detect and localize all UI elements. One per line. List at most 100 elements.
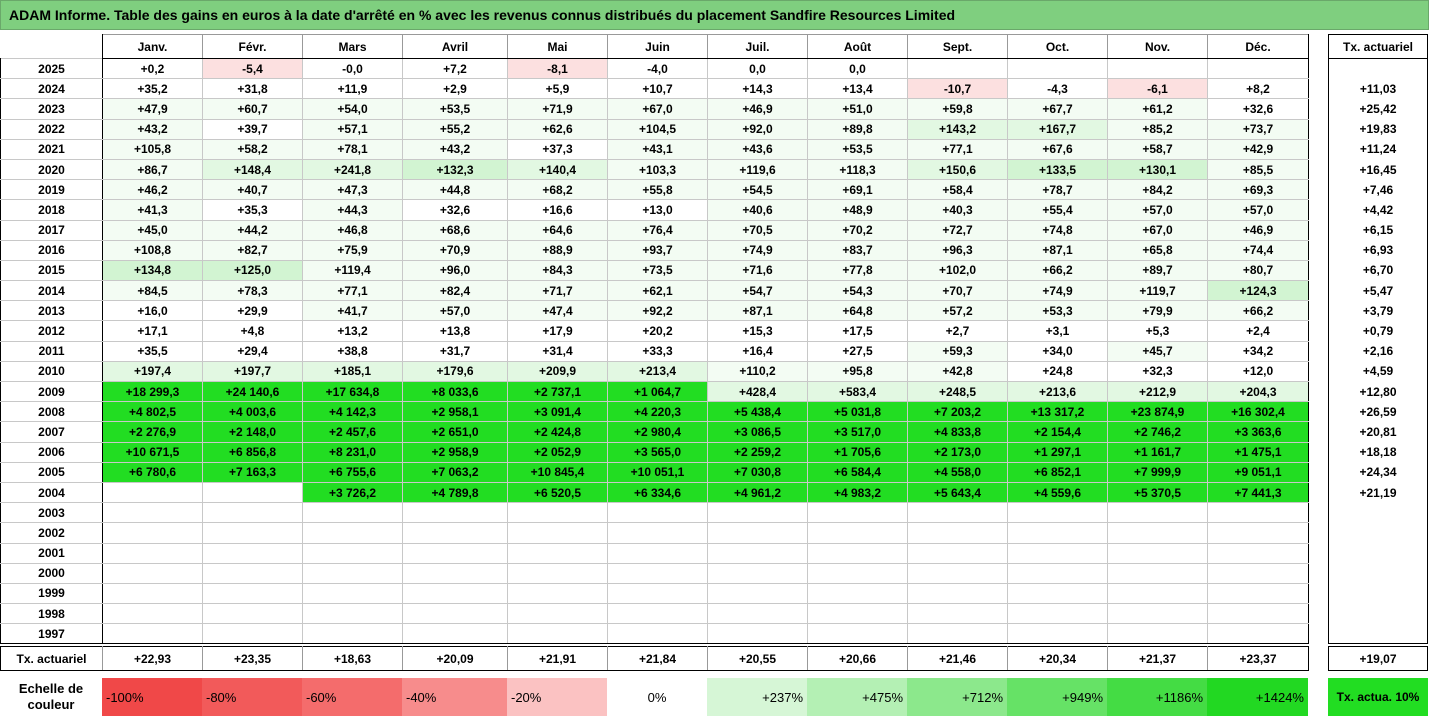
gain-cell: +82,4	[402, 280, 508, 302]
overall-rate: +19,07	[1328, 646, 1428, 671]
rate-cell: +6,15	[1328, 220, 1428, 241]
gain-cell: +1 161,7	[1107, 441, 1208, 463]
gain-cell: +8 033,6	[402, 380, 508, 403]
gain-cell: +92,0	[707, 118, 808, 140]
gain-cell	[1207, 502, 1309, 524]
gain-cell: +40,6	[707, 199, 808, 221]
year-cell: 2022	[0, 118, 103, 140]
gain-cell	[807, 542, 908, 564]
month-header-10: Oct.	[1007, 34, 1108, 59]
gain-cell: +53,5	[402, 98, 508, 120]
gain-cell: +4 789,8	[402, 481, 508, 504]
gain-cell: +5 370,5	[1107, 481, 1208, 504]
gain-cell: +17,1	[102, 320, 203, 342]
gain-cell	[707, 603, 808, 625]
gain-cell	[202, 481, 303, 504]
gain-cell: +16,0	[102, 300, 203, 322]
table-row: 2006 +10 671,5 +6 856,8 +8 231,0 +2 958,9 +2 …	[0, 441, 1309, 463]
gain-cell: +74,9	[707, 239, 808, 261]
monthly-rate-cell: +21,46	[907, 646, 1008, 671]
gain-cell: +47,4	[507, 300, 608, 322]
gain-cell	[1107, 582, 1208, 605]
rate-cell: +18,18	[1328, 442, 1428, 463]
gain-cell: +7 030,8	[707, 461, 808, 483]
gain-cell	[302, 502, 403, 524]
gain-cell: +9 051,1	[1207, 461, 1309, 483]
rate-cell: +5,47	[1328, 280, 1428, 301]
gain-cell: +134,8	[102, 259, 203, 282]
gain-cell: -8,1	[507, 57, 608, 80]
gain-cell: +150,6	[907, 158, 1008, 181]
totals-label: Tx. actuariel	[0, 646, 103, 671]
monthly-rate-cell: +20,34	[1007, 646, 1108, 671]
gain-cell: +3 363,6	[1207, 421, 1309, 443]
gain-cell: +212,9	[1107, 380, 1208, 403]
gain-cell: +46,2	[102, 179, 203, 201]
gain-cell	[907, 582, 1008, 605]
gain-cell: +67,6	[1007, 138, 1108, 160]
gain-cell: +43,2	[102, 118, 203, 140]
gain-cell: +58,7	[1107, 138, 1208, 160]
rate-cell: +25,42	[1328, 98, 1428, 120]
month-header-8: Août	[807, 34, 908, 59]
gain-cell: +47,9	[102, 98, 203, 120]
rate-cell: +0,79	[1328, 320, 1428, 342]
gain-cell	[402, 522, 508, 544]
gain-cell: +54,0	[302, 98, 403, 120]
gain-cell: +43,1	[607, 138, 708, 160]
gain-cell: +5 031,8	[807, 401, 908, 423]
gain-cell	[907, 562, 1008, 584]
color-scale-swatch: -60%	[302, 678, 402, 716]
gain-cell: +10,7	[607, 78, 708, 100]
gain-cell: +83,7	[807, 239, 908, 261]
gain-cell	[507, 562, 608, 584]
rate-cell	[1328, 502, 1428, 523]
gain-cell	[1007, 582, 1108, 605]
month-header-4: Avril	[402, 34, 508, 59]
table-row: 2018 +41,3 +35,3 +44,3 +32,6 +16,6 +13,0 +40,6 +…	[0, 199, 1309, 221]
gain-cell: +4 802,5	[102, 401, 203, 423]
gain-cell: +6 856,8	[202, 441, 303, 463]
gain-cell: +39,7	[202, 118, 303, 140]
gain-cell: +58,4	[907, 179, 1008, 201]
gain-cell: +125,0	[202, 259, 303, 282]
gain-cell	[402, 623, 508, 645]
rate-cell: +11,03	[1328, 78, 1428, 99]
gain-cell: +3 517,0	[807, 421, 908, 443]
gain-cell: +10 671,5	[102, 441, 203, 463]
gain-cell	[102, 582, 203, 605]
gain-cell: +4 558,0	[907, 461, 1008, 483]
gain-cell: +17,9	[507, 320, 608, 342]
gain-cell: +24,8	[1007, 360, 1108, 383]
gain-cell	[302, 542, 403, 564]
gain-cell: +3 091,4	[507, 401, 608, 423]
gain-cell	[707, 623, 808, 645]
gain-cell: +70,7	[907, 280, 1008, 302]
gain-cell	[1207, 522, 1309, 544]
gain-cell: +78,1	[302, 138, 403, 160]
monthly-rate-cell: +20,55	[707, 646, 808, 671]
gain-cell: +37,3	[507, 138, 608, 160]
table-row: 1997	[0, 623, 1309, 645]
gain-cell: +78,7	[1007, 179, 1108, 201]
rate-column: Tx. actuariel +11,03 +25,42 +19,83 +11,24 +1…	[1328, 34, 1428, 645]
gain-cell: +103,3	[607, 158, 708, 181]
gain-cell: +87,1	[707, 300, 808, 322]
table-row: 2014 +84,5 +78,3 +77,1 +82,4 +71,7 +62,1 +54,7 +…	[0, 280, 1309, 302]
gain-cell: +133,5	[1007, 158, 1108, 181]
gain-cell: +7 163,3	[202, 461, 303, 483]
gain-cell	[1107, 542, 1208, 564]
gain-cell: +61,2	[1107, 98, 1208, 120]
rate-cell: +20,81	[1328, 421, 1428, 443]
gain-cell	[907, 603, 1008, 625]
gain-cell	[907, 57, 1008, 80]
year-cell: 2005	[0, 461, 103, 483]
gain-cell: +8,2	[1207, 78, 1309, 100]
gain-cell: +13,8	[402, 320, 508, 342]
gain-cell: -6,1	[1107, 78, 1208, 100]
gain-cell	[402, 502, 508, 524]
year-cell: 2004	[0, 481, 103, 504]
gain-cell: +55,4	[1007, 199, 1108, 221]
gain-cell	[807, 502, 908, 524]
gain-cell: +4 833,8	[907, 421, 1008, 443]
